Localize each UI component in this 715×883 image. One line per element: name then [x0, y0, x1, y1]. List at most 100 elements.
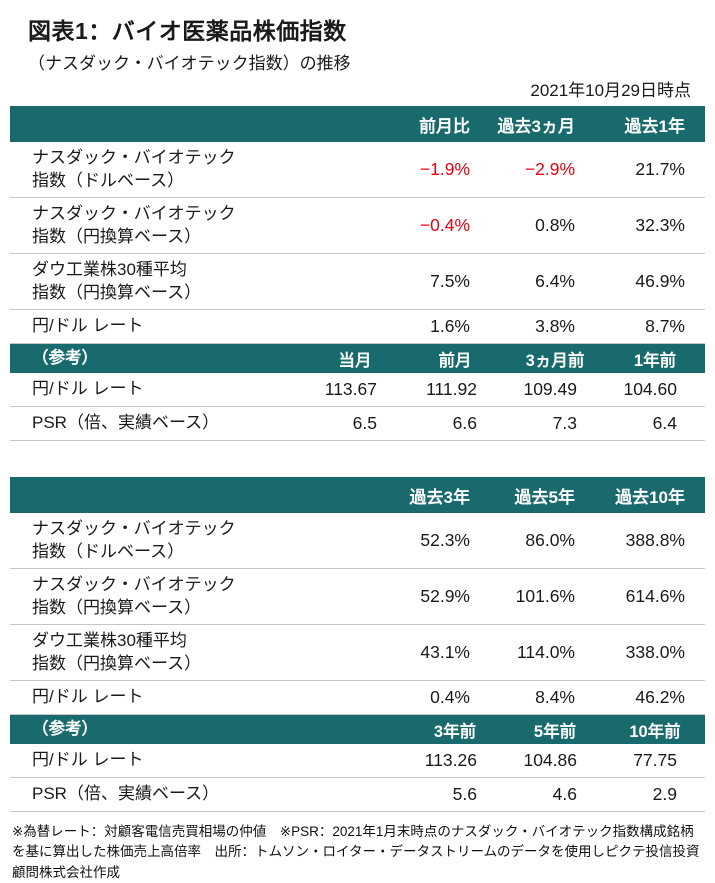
row-label-line: ダウ工業株30種平均: [32, 631, 187, 651]
table-row: ナスダック・バイオテック 指数（ドルベース） 52.3% 86.0% 388.8…: [10, 513, 705, 569]
table-row: 円/ドル レート 113.67 111.92 109.49 104.60: [10, 373, 705, 407]
value-cell: 21.7%: [635, 159, 685, 179]
value-cell: 8.4%: [535, 687, 575, 707]
value-cell: 6.4%: [535, 271, 575, 291]
row-label-line: ナスダック・バイオテック: [32, 204, 236, 224]
row-label-line: ダウ工業株30種平均: [32, 260, 187, 280]
value-cell: 104.60: [623, 379, 677, 399]
value-cell: 6.4: [652, 413, 677, 433]
row-label: 円/ドル レート: [32, 750, 144, 770]
value-cell: 111.92: [426, 379, 477, 399]
page-title: 図表1：バイオ医薬品株価指数: [28, 18, 347, 44]
col-header: 前月比: [419, 116, 470, 136]
row-label-line: 指数（円換算ベース）: [32, 597, 202, 617]
value-cell: 3.8%: [535, 316, 575, 336]
table-row: PSR（倍、実績ベース） 6.5 6.6 7.3 6.4: [10, 407, 705, 441]
row-label: ダウ工業株30種平均 指数（円換算ベース）: [10, 259, 385, 303]
col-header: 前月: [438, 351, 472, 370]
value-cell: 8.7%: [645, 316, 685, 336]
value-cell: −1.9%: [419, 159, 470, 179]
table1-header-row: 前月比 過去3ヵ月 過去1年: [10, 106, 705, 142]
value-cell: 46.9%: [635, 271, 685, 291]
value-cell: 0.8%: [535, 215, 575, 235]
value-cell: 7.5%: [430, 271, 470, 291]
value-cell: 6.5: [352, 413, 377, 433]
col-header: 5年前: [533, 722, 577, 741]
table-row: ナスダック・バイオテック 指数（円換算ベース） −0.4% 0.8% 32.3%: [10, 198, 705, 254]
page-subtitle: （ナスダック・バイオテック指数）の推移: [28, 54, 351, 73]
row-label-line: 円/ドル レート: [32, 687, 144, 707]
value-cell: 2.9: [652, 784, 677, 804]
value-cell: −2.9%: [524, 159, 575, 179]
table2-header-row: 過去3年 過去5年 過去10年: [10, 477, 705, 513]
value-cell: 77.75: [633, 750, 677, 770]
value-cell: 5.6: [452, 784, 477, 804]
table2-reference-header: （参考） 3年前 5年前 10年前: [10, 715, 705, 744]
value-cell: 52.3%: [420, 530, 470, 550]
row-label: ダウ工業株30種平均 指数（円換算ベース）: [10, 630, 385, 674]
table-row: ナスダック・バイオテック 指数（ドルベース） −1.9% −2.9% 21.7%: [10, 142, 705, 198]
value-cell: 1.6%: [430, 316, 470, 336]
value-cell: 43.1%: [420, 642, 470, 662]
row-label-line: ナスダック・バイオテック: [32, 575, 236, 595]
value-cell: 101.6%: [515, 586, 575, 606]
col-header: 過去3年: [409, 487, 470, 507]
value-cell: −0.4%: [419, 215, 470, 235]
row-label: ナスダック・バイオテック 指数（ドルベース）: [10, 147, 385, 191]
value-cell: 388.8%: [625, 530, 685, 550]
col-header: 当月: [338, 351, 372, 370]
value-cell: 86.0%: [525, 530, 575, 550]
table-short-term: 前月比 過去3ヵ月 過去1年 ナスダック・バイオテック 指数（ドルベース） −1…: [10, 106, 705, 441]
row-label-line: 円/ドル レート: [32, 316, 144, 336]
row-label: 円/ドル レート: [32, 379, 144, 399]
row-label-line: 指数（円換算ベース）: [32, 282, 202, 302]
row-label: 円/ドル レート: [10, 315, 385, 337]
col-header: 過去5年: [514, 487, 575, 507]
value-cell: 4.6: [552, 784, 577, 804]
value-cell: 114.0%: [516, 642, 575, 662]
value-cell: 6.6: [452, 413, 477, 433]
row-label-line: ナスダック・バイオテック: [32, 148, 236, 168]
reference-label: （参考）: [32, 348, 98, 367]
value-cell: 7.3: [552, 413, 577, 433]
row-label-line: 指数（ドルベース）: [32, 541, 185, 561]
value-cell: 46.2%: [635, 687, 685, 707]
as-of-date: 2021年10月29日時点: [530, 81, 691, 100]
col-header: 過去10年: [615, 487, 685, 507]
footnote: ※為替レート：対顧客電信売買相場の仲値 ※PSR：2021年1月末時点のナスダッ…: [12, 824, 700, 880]
table-row: 円/ドル レート 1.6% 3.8% 8.7%: [10, 310, 705, 344]
value-cell: 52.9%: [420, 586, 470, 606]
row-label: PSR（倍、実績ベース）: [32, 784, 220, 804]
value-cell: 614.6%: [625, 586, 685, 606]
col-header: 過去3ヵ月: [497, 116, 575, 136]
row-label-line: ナスダック・バイオテック: [32, 519, 236, 539]
value-cell: 113.26: [424, 750, 477, 770]
col-header: 3年前: [433, 722, 477, 741]
col-header: 過去1年: [624, 116, 685, 136]
row-label: ナスダック・バイオテック 指数（円換算ベース）: [10, 203, 385, 247]
row-label: 円/ドル レート: [10, 686, 385, 708]
table-row: ダウ工業株30種平均 指数（円換算ベース） 7.5% 6.4% 46.9%: [10, 254, 705, 310]
table-row: PSR（倍、実績ベース） 5.6 4.6 2.9: [10, 778, 705, 812]
table-row: 円/ドル レート 113.26 104.86 77.75: [10, 744, 705, 778]
value-cell: 338.0%: [625, 642, 685, 662]
table-row: ナスダック・バイオテック 指数（円換算ベース） 52.9% 101.6% 614…: [10, 569, 705, 625]
table-long-term: 過去3年 過去5年 過去10年 ナスダック・バイオテック 指数（ドルベース） 5…: [10, 477, 705, 812]
col-header: 10年前: [629, 722, 681, 741]
row-label: ナスダック・バイオテック 指数（円換算ベース）: [10, 574, 385, 618]
col-header: 1年前: [633, 351, 677, 370]
table-row: 円/ドル レート 0.4% 8.4% 46.2%: [10, 681, 705, 715]
row-label-line: 指数（円換算ベース）: [32, 226, 202, 246]
value-cell: 104.86: [523, 750, 577, 770]
value-cell: 32.3%: [635, 215, 685, 235]
row-label-line: 指数（ドルベース）: [32, 170, 185, 190]
col-header: 3ヵ月前: [525, 351, 585, 370]
row-label: PSR（倍、実績ベース）: [32, 413, 220, 433]
reference-label: （参考）: [32, 719, 98, 738]
row-label: ナスダック・バイオテック 指数（ドルベース）: [10, 518, 385, 562]
value-cell: 109.49: [523, 379, 577, 399]
table1-reference-header: （参考） 当月 前月 3ヵ月前 1年前: [10, 344, 705, 373]
value-cell: 113.67: [324, 379, 377, 399]
value-cell: 0.4%: [430, 687, 470, 707]
